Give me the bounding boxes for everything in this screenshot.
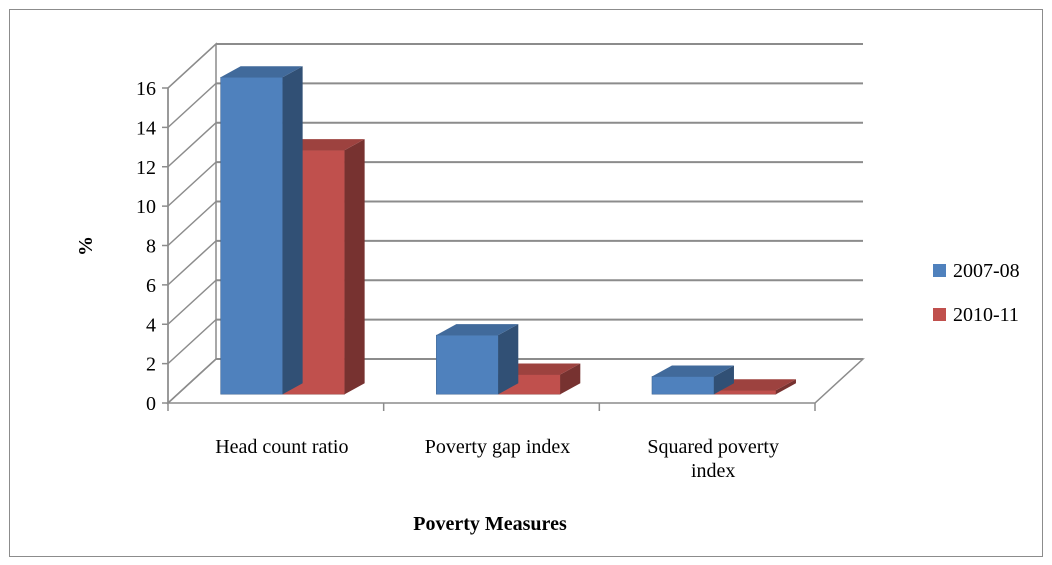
y-tick-label: 10 <box>136 196 156 218</box>
y-tick-label: 8 <box>146 236 156 258</box>
gridline-side <box>167 161 217 207</box>
bar-top <box>436 324 519 336</box>
gridline-side <box>167 279 217 325</box>
category-label: Squared poverty index <box>647 436 779 482</box>
y-tick-label: 6 <box>146 275 156 297</box>
y-tick-label: 16 <box>136 78 156 100</box>
gridline-side <box>167 319 217 365</box>
gridline-side <box>167 240 217 286</box>
bar <box>713 390 777 395</box>
gridline-side <box>167 200 217 247</box>
bar <box>220 76 283 395</box>
y-tick-label: 12 <box>136 157 156 179</box>
bar-side <box>498 324 519 395</box>
y-tick-label: 0 <box>146 393 156 415</box>
y-tick-label: 2 <box>146 354 156 376</box>
legend-swatch <box>933 264 946 277</box>
category-label: Poverty gap index <box>425 436 571 458</box>
chart-frame <box>9 9 1043 557</box>
legend-label: 2007-08 <box>953 260 1020 282</box>
legend-label: 2010-11 <box>953 304 1019 326</box>
bar-top <box>713 379 796 391</box>
bar-top <box>220 66 303 78</box>
y-axis-title: % <box>75 236 97 256</box>
bar <box>436 334 499 395</box>
legend: 2007-08 2010-11 <box>933 260 1020 326</box>
bar-side <box>282 66 303 395</box>
gridline-side <box>167 82 217 128</box>
bar-side <box>560 363 581 395</box>
bar-top <box>282 139 365 151</box>
x-axis-title: Poverty Measures <box>413 513 567 535</box>
gridline-side <box>167 43 217 89</box>
bar <box>651 376 715 395</box>
bar-side <box>713 365 734 395</box>
bar-top <box>651 365 734 377</box>
y-tick-label: 14 <box>136 117 156 139</box>
gridline-side <box>167 358 217 404</box>
legend-swatch <box>933 308 946 321</box>
bar-top <box>498 363 581 375</box>
gridline-side <box>167 122 217 168</box>
category-label: Head count ratio <box>215 436 348 458</box>
bar-side <box>775 379 796 395</box>
axes <box>162 87 816 411</box>
y-tick-label: 4 <box>146 314 156 336</box>
bars <box>220 66 796 395</box>
bar-side <box>344 139 365 395</box>
category-labels: Head count ratio Poverty gap index Squared… <box>215 436 779 482</box>
y-tick-labels: 0 2 4 6 8 10 12 14 16 <box>136 78 156 415</box>
